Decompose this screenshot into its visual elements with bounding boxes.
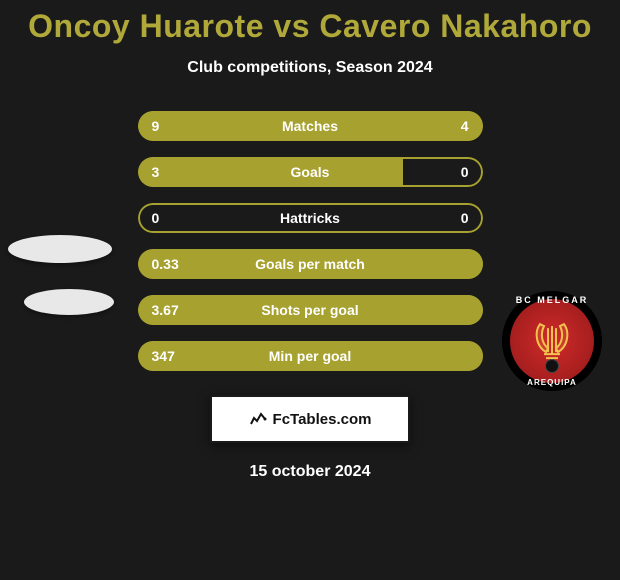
stat-row: 0 0 Hattricks [138,203,483,233]
stat-label: Shots per goal [261,302,358,318]
page-title: Oncoy Huarote vs Cavero Nakahoro [28,8,592,45]
root: Oncoy Huarote vs Cavero Nakahoro Club co… [0,0,620,580]
stat-row: 3.67 Shots per goal [138,295,483,325]
stat-row: 9 4 Matches [138,111,483,141]
stat-value-left: 347 [152,348,175,364]
badge-bottom-text: AREQUIPA [502,378,602,387]
stat-value-left: 3 [152,164,160,180]
stat-label: Goals per match [255,256,365,272]
stat-label: Goals [291,164,330,180]
stat-value-left: 0.33 [152,256,179,272]
player1-badge-placeholder [8,235,112,263]
stats-area: BC MELGAR AREQUIPA 9 4 Matches 3 0 Goals 0 0 Hat… [0,111,620,481]
stat-label: Matches [282,118,338,134]
stat-value-right: 0 [461,164,469,180]
stat-value-left: 3.67 [152,302,179,318]
fctables-logo-icon [249,410,267,428]
stat-row: 0.33 Goals per match [138,249,483,279]
stat-row: 3 0 Goals [138,157,483,187]
source-card[interactable]: FcTables.com [210,395,410,443]
stat-value-right: 4 [461,118,469,134]
stat-value-right: 0 [461,210,469,226]
player1-club-placeholder [24,289,114,315]
stat-label: Min per goal [269,348,351,364]
page-subtitle: Club competitions, Season 2024 [187,59,432,77]
lyre-icon [530,318,574,362]
badge-top-text: BC MELGAR [502,295,602,305]
stat-label: Hattricks [280,210,340,226]
soccer-ball-icon [545,359,559,373]
player2-club-badge: BC MELGAR AREQUIPA [502,291,602,391]
stat-value-left: 0 [152,210,160,226]
stat-value-left: 9 [152,118,160,134]
date-label: 15 october 2024 [250,463,371,481]
stat-row: 347 Min per goal [138,341,483,371]
stat-bar-left [138,111,376,141]
source-label: FcTables.com [273,411,372,428]
stat-bar-left [138,157,404,187]
